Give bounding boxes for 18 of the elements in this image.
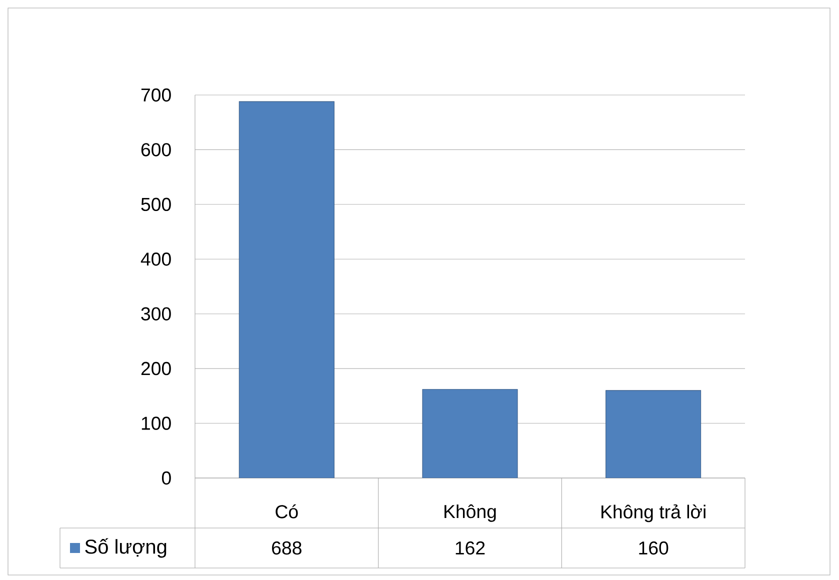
data-label: 162 [456, 541, 485, 555]
y-tick-label: 600 [141, 143, 171, 156]
bar [238, 101, 334, 478]
x-tick-label: Không [444, 504, 496, 522]
y-tick-label: 500 [141, 198, 171, 212]
bar [422, 389, 518, 478]
bar [606, 390, 702, 478]
y-tick-label: 100 [142, 416, 171, 430]
y-tick-label: 200 [141, 362, 171, 376]
data-label: 160 [639, 541, 668, 555]
x-tick-label: Có [276, 504, 298, 518]
y-tick-label: 0 [162, 471, 171, 485]
legend-label: Số lượng [85, 538, 166, 558]
y-tick-label: 400 [140, 252, 171, 266]
y-tick-label: 300 [141, 307, 171, 320]
y-tick-label: 700 [141, 88, 171, 102]
x-tick-label: Không trả lời [602, 504, 706, 522]
data-label: 688 [272, 541, 302, 555]
